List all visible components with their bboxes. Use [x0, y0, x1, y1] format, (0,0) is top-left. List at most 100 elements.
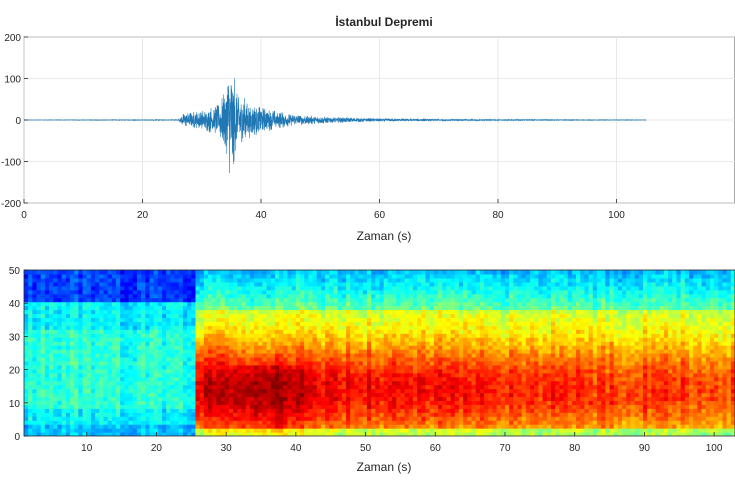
- spectrogram-cell: [61, 313, 67, 319]
- spectrogram-cell: [383, 388, 389, 394]
- spectrogram-cell: [233, 309, 238, 315]
- spectrogram-cell: [458, 297, 464, 303]
- spectrogram-cell: [120, 293, 125, 299]
- spectrogram-cell: [191, 285, 197, 291]
- spectrogram-cell: [362, 313, 368, 319]
- spectrogram-cell: [65, 325, 71, 330]
- spectrogram-cell: [371, 360, 376, 366]
- spectrogram-cell: [479, 333, 485, 338]
- spectrogram-cell: [103, 293, 109, 299]
- spectrogram-cell: [195, 309, 201, 315]
- spectrogram-cell: [95, 376, 100, 382]
- spectrogram-cell: [116, 360, 121, 366]
- spectrogram-cell: [128, 388, 134, 394]
- spectrogram-cell: [513, 432, 519, 436]
- spectrogram-cell: [404, 345, 410, 350]
- spectrogram-cell: [228, 356, 234, 362]
- spectrogram-cell: [371, 277, 376, 283]
- spectrogram-cell: [375, 305, 381, 311]
- spectrogram-cell: [308, 428, 314, 433]
- spectrogram-cell: [479, 293, 485, 299]
- spectrogram-cell: [304, 356, 309, 362]
- spectrogram-cell: [450, 309, 456, 315]
- spectrogram-cell: [65, 285, 71, 291]
- spectrogram-cell: [78, 329, 84, 334]
- spectrogram-cell: [412, 273, 418, 279]
- spectrogram-cell: [484, 368, 489, 374]
- spectrogram-cell: [492, 400, 498, 405]
- spectrogram-cell: [417, 325, 422, 330]
- spectrogram-cell: [412, 329, 418, 334]
- spectrogram-cell: [484, 388, 489, 394]
- spectrogram-cell: [44, 392, 50, 398]
- spectrogram-cell: [166, 424, 171, 429]
- spectrogram-cell: [49, 289, 54, 295]
- spectrogram-cell: [36, 356, 42, 362]
- spectrogram-cell: [479, 317, 485, 322]
- spectrogram-cell: [78, 392, 84, 398]
- spectrogram-cell: [254, 285, 259, 291]
- spectrogram-cell: [124, 285, 130, 291]
- spectrogram-cell: [341, 341, 347, 346]
- spectrogram-cell: [24, 356, 29, 362]
- spectrogram-cell: [32, 428, 38, 433]
- spectrogram-cell: [107, 289, 113, 295]
- spectrogram-cell: [341, 273, 347, 279]
- spectrogram-cell: [429, 353, 435, 358]
- spectrogram-cell: [354, 364, 360, 370]
- spectrogram-cell: [149, 396, 155, 402]
- spectrogram-cell: [78, 305, 84, 311]
- spectrogram-cell: [283, 337, 289, 342]
- spectrogram-cell: [111, 313, 117, 319]
- spectrogram-cell: [212, 392, 217, 398]
- spectrogram-cell: [291, 424, 297, 429]
- spectrogram-cell: [124, 380, 130, 386]
- spectrogram-cell: [195, 388, 201, 394]
- spectrogram-cell: [74, 345, 79, 350]
- spectrogram-cell: [379, 321, 385, 326]
- spectrogram-cell: [333, 349, 339, 354]
- spectrogram-cell: [325, 321, 330, 326]
- spectrogram-cell: [82, 368, 88, 374]
- spectrogram-cell: [28, 396, 33, 402]
- spectrogram-cell: [429, 360, 435, 366]
- spectrogram-cell: [149, 281, 155, 287]
- spectrogram-cell: [450, 384, 456, 390]
- spectrogram-cell: [178, 333, 184, 338]
- spectrogram-cell: [400, 364, 406, 370]
- spectrogram-cell: [467, 384, 473, 390]
- spectrogram-cell: [162, 301, 167, 307]
- spectrogram-cell: [337, 313, 343, 319]
- spectrogram-cell: [24, 388, 29, 394]
- spectrogram-cell: [379, 349, 385, 354]
- spectrogram-cell: [124, 368, 130, 374]
- spectrogram-cell: [366, 325, 372, 330]
- spectrogram-cell: [504, 309, 510, 315]
- spectrogram-cell: [454, 392, 460, 398]
- spectrogram-cell: [103, 408, 109, 413]
- spectrogram-cell: [162, 345, 167, 350]
- spectrogram-cell: [249, 428, 255, 433]
- spectrogram-cell: [408, 416, 414, 421]
- spectrogram-cell: [111, 404, 117, 409]
- spectrogram-cell: [216, 285, 222, 291]
- spectrogram-cell: [116, 356, 121, 362]
- spectrogram-cell: [203, 420, 209, 425]
- spectrogram-cell: [178, 380, 184, 386]
- spectrogram-cell: [61, 325, 67, 330]
- spectrogram-cell: [438, 380, 443, 386]
- spectrogram-cell: [53, 349, 59, 354]
- spectrogram-cell: [362, 301, 368, 307]
- spectrogram-cell: [362, 368, 368, 374]
- spectrogram-cell: [467, 293, 473, 299]
- spectrogram-cell: [32, 285, 38, 291]
- spectrogram-cell: [266, 270, 272, 275]
- spectrogram-cell: [107, 428, 113, 433]
- spectrogram-cell: [366, 364, 372, 370]
- spectrogram-cell: [513, 273, 519, 279]
- spectrogram-cell: [463, 270, 468, 275]
- spectrogram-cell: [295, 353, 301, 358]
- spectrogram-cell: [300, 420, 305, 425]
- spectrogram-cell: [463, 273, 468, 279]
- spectrogram-cell: [496, 368, 502, 374]
